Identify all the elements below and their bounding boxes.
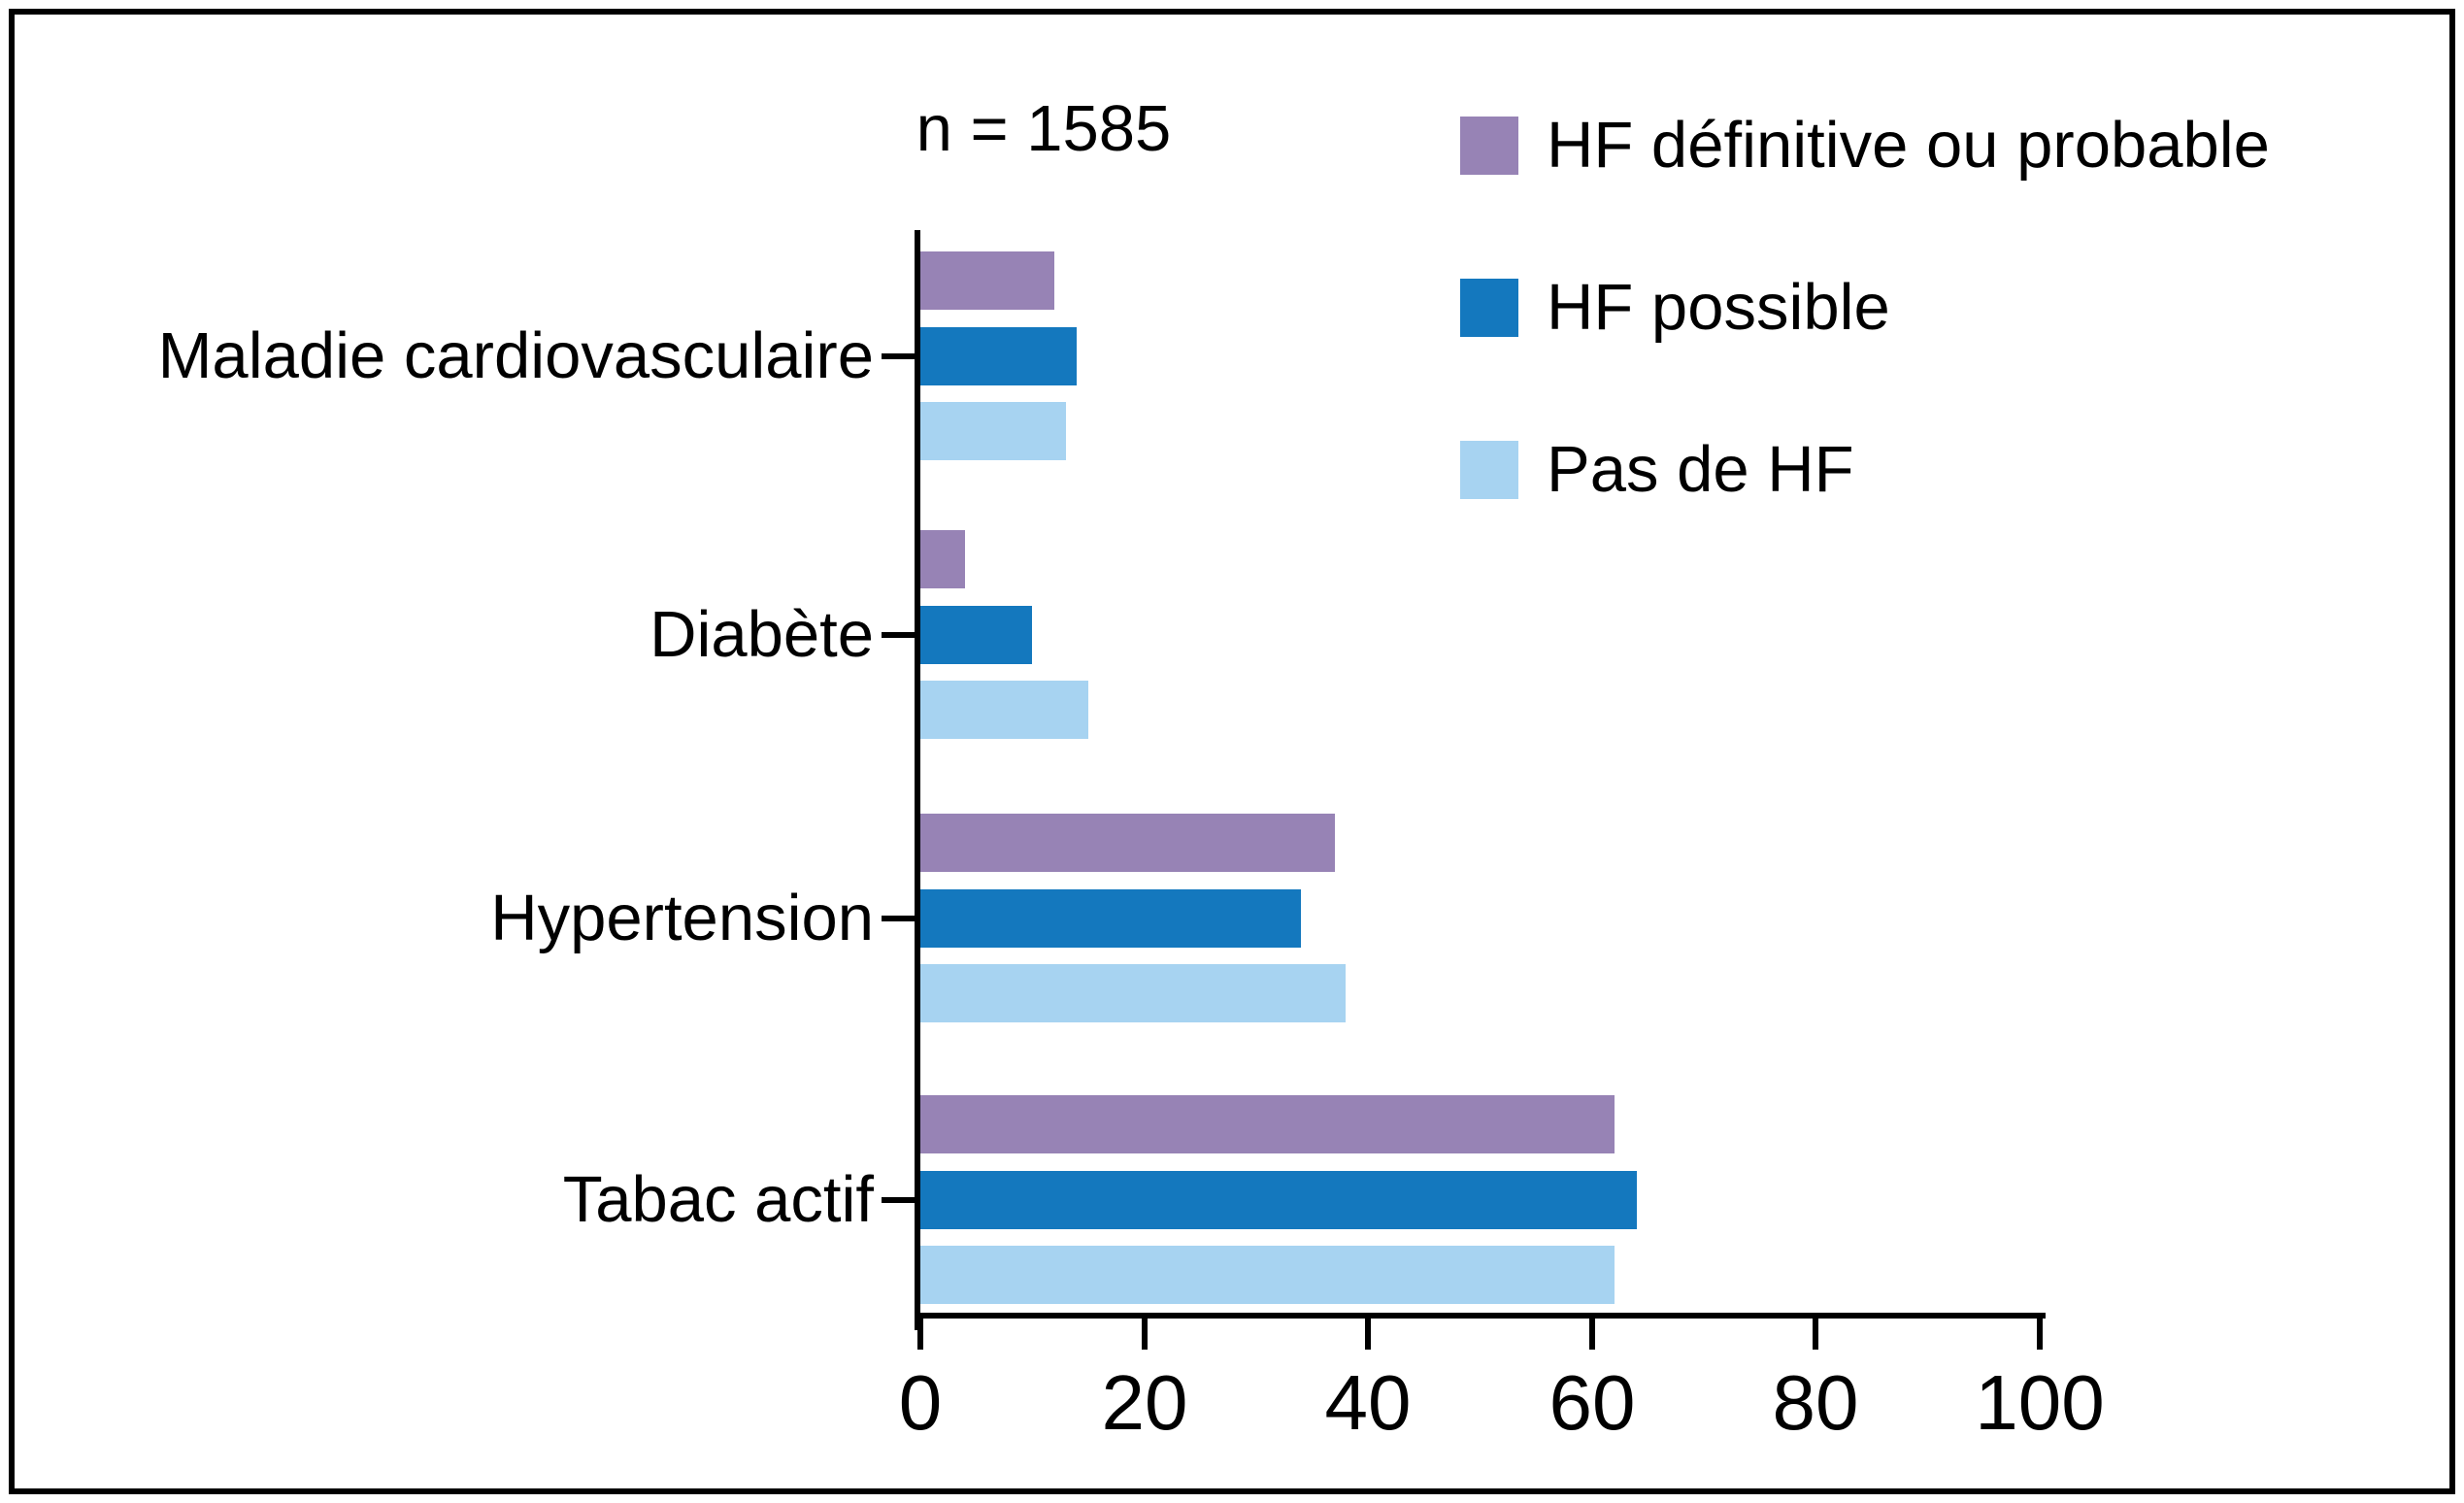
- x-axis-tick-label: 80: [1772, 1359, 1859, 1446]
- figure-frame: n = 1585 HF définitive ou probable HF pos…: [9, 9, 2455, 1494]
- y-axis-tick: [882, 1197, 915, 1203]
- y-axis-line: [915, 230, 920, 1330]
- y-axis-tick: [882, 632, 915, 638]
- bar-maladie-cardiovasculaire-s2: [920, 402, 1066, 460]
- y-axis-tick: [882, 353, 915, 359]
- x-axis-tick-label: 60: [1548, 1359, 1636, 1446]
- x-axis-tick: [1813, 1313, 1818, 1350]
- bar-hypertension-s2: [920, 964, 1346, 1022]
- x-axis-line: [915, 1313, 2046, 1319]
- bar-maladie-cardiovasculaire-s0: [920, 251, 1054, 310]
- legend-label: HF possible: [1547, 271, 1890, 344]
- category-label: Hypertension: [490, 882, 874, 954]
- legend-item: HF définitive ou probable: [1460, 109, 2270, 182]
- legend-item: Pas de HF: [1460, 433, 1854, 506]
- x-axis-tick-label: 100: [1975, 1359, 2105, 1446]
- x-axis-tick: [2037, 1313, 2043, 1350]
- category-label: Tabac actif: [562, 1163, 874, 1236]
- bar-tabac-actif-s2: [920, 1246, 1615, 1304]
- bar-diab-te-s0: [920, 530, 965, 588]
- bar-diab-te-s2: [920, 681, 1088, 739]
- x-axis-tick: [1365, 1313, 1371, 1350]
- x-axis-tick: [1142, 1313, 1148, 1350]
- category-label: Maladie cardiovasculaire: [157, 319, 874, 392]
- x-axis-tick: [1589, 1313, 1595, 1350]
- bar-tabac-actif-s0: [920, 1095, 1615, 1153]
- legend-swatch: [1460, 117, 1518, 175]
- bar-maladie-cardiovasculaire-s1: [920, 327, 1077, 385]
- bar-hypertension-s1: [920, 889, 1301, 948]
- legend-label: HF définitive ou probable: [1547, 109, 2270, 182]
- x-axis-tick-label: 0: [898, 1359, 943, 1446]
- legend-item: HF possible: [1460, 271, 1890, 344]
- legend: HF définitive ou probable HF possible Pas …: [1460, 109, 2412, 620]
- legend-swatch: [1460, 279, 1518, 337]
- bar-hypertension-s0: [920, 814, 1335, 872]
- category-label: Diabète: [649, 598, 874, 671]
- bar-diab-te-s1: [920, 606, 1032, 664]
- y-axis-tick: [882, 916, 915, 921]
- legend-swatch: [1460, 441, 1518, 499]
- sample-size-label: n = 1585: [916, 92, 1172, 165]
- bar-tabac-actif-s1: [920, 1171, 1637, 1229]
- legend-label: Pas de HF: [1547, 433, 1854, 506]
- x-axis-tick-label: 20: [1101, 1359, 1188, 1446]
- x-axis-tick-label: 40: [1324, 1359, 1412, 1446]
- x-axis-tick: [917, 1313, 923, 1350]
